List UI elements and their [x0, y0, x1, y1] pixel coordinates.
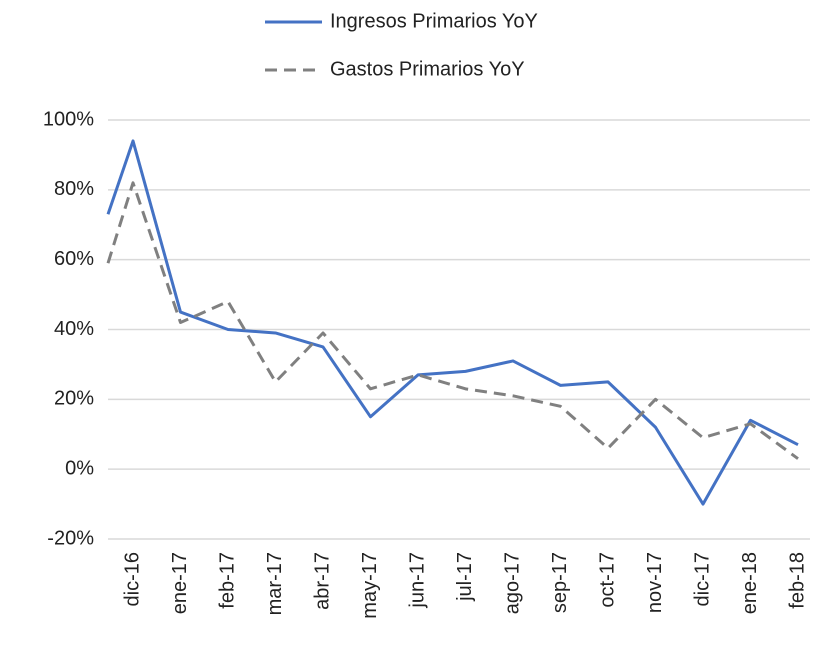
y-tick-label: 80% [54, 178, 94, 200]
y-tick-label: 20% [54, 388, 94, 410]
y-tick-label: 40% [54, 318, 94, 340]
x-tick-label: jun-17 [406, 552, 428, 609]
x-tick-label: may-17 [359, 552, 381, 619]
x-tick-label: ene-18 [739, 552, 761, 614]
x-tick-label: abr-17 [311, 552, 333, 610]
x-tick-label: dic-17 [691, 552, 713, 606]
y-tick-label: 100% [43, 108, 94, 130]
x-tick-label: mar-17 [264, 552, 286, 615]
x-tick-label: dic-16 [121, 552, 143, 606]
x-tick-label: sep-17 [549, 552, 571, 613]
series-line [106, 181, 799, 460]
y-tick-label: 0% [65, 457, 94, 479]
y-tick-label: -20% [47, 527, 94, 549]
x-tick-label: nov-17 [644, 552, 666, 613]
y-tick-label: 60% [54, 248, 94, 270]
legend-label: Ingresos Primarios YoY [330, 10, 538, 32]
legend-label: Gastos Primarios YoY [330, 58, 525, 80]
x-tick-label: jul-17 [454, 552, 476, 602]
x-tick-label: ago-17 [501, 552, 523, 614]
series-line [106, 139, 799, 506]
x-tick-label: oct-17 [596, 552, 618, 608]
x-tick-label: ene-17 [169, 552, 191, 614]
x-tick-label: feb-18 [786, 552, 808, 609]
x-tick-label: feb-17 [216, 552, 238, 609]
